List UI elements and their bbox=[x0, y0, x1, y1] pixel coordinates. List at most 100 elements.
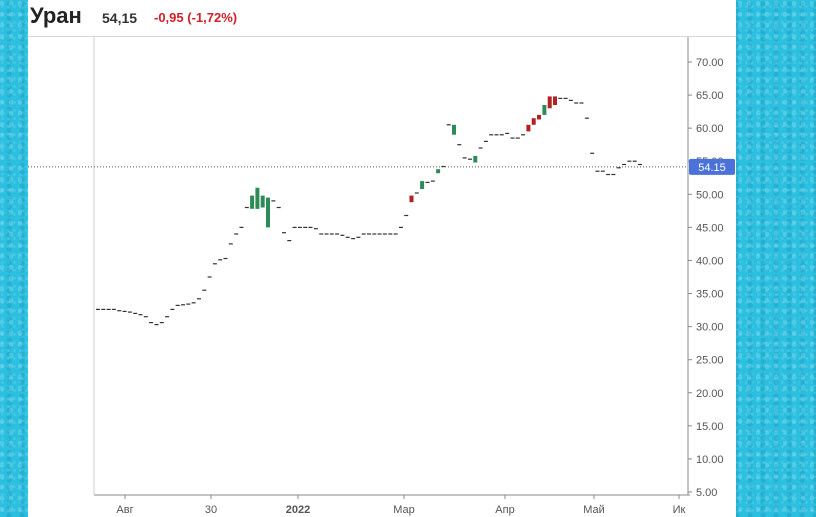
x-tick-label: Ик bbox=[673, 504, 686, 516]
x-tick-label: 2022 bbox=[286, 504, 310, 516]
candle bbox=[606, 173, 611, 176]
chart-panel: Уран 54,15 -0,95 (-1,72%) 70.00 65.00 60.0… bbox=[28, 0, 736, 517]
candle bbox=[531, 118, 536, 125]
candle bbox=[568, 99, 573, 101]
y-tick-label: 45.00 bbox=[696, 222, 724, 234]
candle bbox=[574, 102, 579, 104]
candle bbox=[239, 226, 244, 228]
candle bbox=[276, 206, 281, 209]
candle bbox=[212, 263, 217, 265]
candle bbox=[197, 298, 201, 300]
candle bbox=[292, 226, 297, 228]
candle bbox=[563, 97, 568, 99]
candle bbox=[175, 304, 180, 306]
candle bbox=[218, 259, 223, 261]
candle bbox=[505, 132, 510, 134]
candle bbox=[584, 117, 589, 119]
candle bbox=[260, 195, 265, 208]
x-tick-label: Май bbox=[583, 504, 605, 516]
y-tick-label: 60.00 bbox=[696, 123, 724, 135]
candle bbox=[510, 137, 515, 139]
x-tick-label: Мар bbox=[393, 504, 415, 516]
candle bbox=[499, 134, 504, 136]
candle bbox=[382, 233, 387, 235]
y-tick-label: 30.00 bbox=[696, 322, 724, 334]
y-tick-label: 70.00 bbox=[696, 57, 724, 69]
candle bbox=[521, 134, 526, 136]
x-tick-label: Апр bbox=[495, 504, 514, 516]
candle bbox=[303, 226, 308, 228]
candle bbox=[335, 233, 340, 235]
candle bbox=[478, 147, 483, 149]
candle bbox=[542, 105, 547, 115]
candle bbox=[526, 124, 531, 132]
candle bbox=[111, 308, 116, 310]
last-price-badge-label: 54.15 bbox=[698, 162, 726, 174]
candle bbox=[266, 197, 270, 228]
candle bbox=[420, 181, 425, 189]
y-tick-label: 40.00 bbox=[696, 255, 724, 267]
candle bbox=[122, 310, 127, 312]
y-tick-label: 50.00 bbox=[696, 189, 724, 201]
y-tick-label: 65.00 bbox=[696, 90, 724, 102]
candle bbox=[446, 124, 451, 126]
candle bbox=[579, 102, 584, 104]
price-chart[interactable]: 70.0065.0060.0055.0050.0045.0040.0035.00… bbox=[28, 37, 736, 517]
candle bbox=[409, 195, 414, 203]
candle bbox=[138, 314, 143, 316]
candle bbox=[181, 304, 185, 306]
candle bbox=[351, 238, 356, 240]
candle bbox=[361, 233, 366, 235]
candle bbox=[356, 236, 361, 238]
candle bbox=[159, 322, 164, 324]
candle bbox=[106, 308, 111, 310]
candle bbox=[282, 232, 286, 234]
price-change: -0,95 (-1,72%) bbox=[154, 10, 238, 25]
y-tick-label: 10.00 bbox=[696, 454, 724, 466]
candle bbox=[117, 310, 122, 312]
plot-area bbox=[94, 37, 688, 495]
candle bbox=[308, 226, 313, 228]
candle bbox=[345, 236, 350, 238]
candle bbox=[186, 303, 191, 305]
candle bbox=[558, 97, 563, 99]
x-tick-label: 30 bbox=[205, 504, 217, 516]
candle bbox=[515, 137, 520, 139]
candle bbox=[101, 308, 106, 310]
candle bbox=[297, 226, 302, 228]
candle bbox=[127, 311, 132, 313]
candle bbox=[489, 134, 494, 136]
candle bbox=[430, 180, 435, 182]
candle bbox=[170, 308, 175, 310]
candle bbox=[149, 322, 154, 324]
candle bbox=[632, 160, 637, 162]
candle bbox=[191, 302, 196, 304]
candle bbox=[414, 192, 419, 194]
candle bbox=[616, 167, 621, 169]
y-tick-label: 15.00 bbox=[696, 421, 724, 433]
candle bbox=[611, 173, 616, 176]
candle bbox=[388, 233, 393, 235]
candle bbox=[133, 312, 138, 314]
candle bbox=[255, 187, 260, 209]
candle bbox=[638, 163, 642, 166]
candle bbox=[425, 181, 430, 183]
quote-header: Уран 54,15 -0,95 (-1,72%) bbox=[28, 0, 736, 37]
candle bbox=[600, 170, 605, 172]
candle bbox=[207, 276, 212, 278]
candle bbox=[287, 240, 292, 242]
y-tick-label: 5.00 bbox=[696, 487, 717, 499]
candle bbox=[324, 233, 329, 235]
y-tick-label: 25.00 bbox=[696, 355, 724, 367]
candle bbox=[372, 233, 377, 235]
candle bbox=[223, 257, 228, 260]
x-tick-label: Авг bbox=[116, 504, 133, 516]
candle bbox=[377, 233, 382, 235]
candle bbox=[553, 96, 557, 105]
candle bbox=[367, 233, 371, 235]
candle bbox=[436, 169, 441, 174]
candle bbox=[393, 233, 398, 235]
candle bbox=[202, 289, 207, 291]
candle bbox=[96, 308, 100, 310]
candle bbox=[329, 233, 334, 235]
